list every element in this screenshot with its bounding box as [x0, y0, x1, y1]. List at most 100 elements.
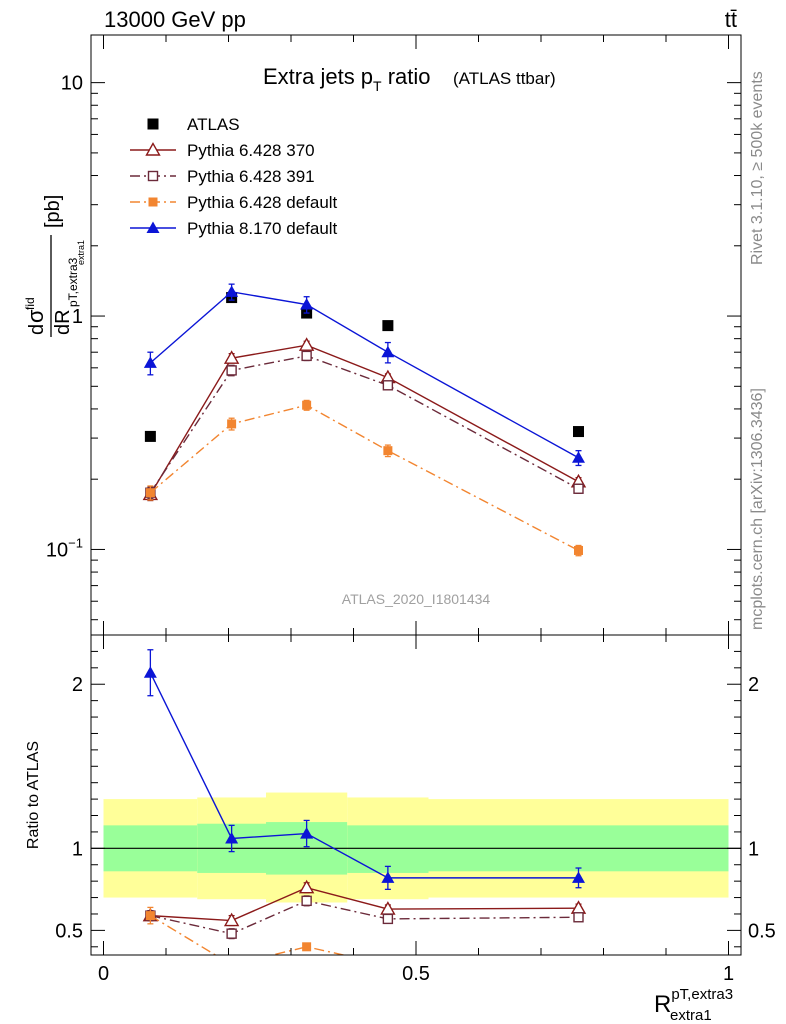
legend-marker: [145, 142, 161, 156]
data-point: [382, 320, 394, 332]
data-point: [223, 912, 240, 927]
main-title-subscript: T: [373, 78, 382, 94]
data-point: [302, 400, 312, 410]
series-line-pythia-6-428-391: [149, 355, 579, 494]
data-point: [574, 957, 583, 966]
series-pythia-6-428-391: [145, 895, 584, 940]
data-point: [225, 285, 239, 297]
y-tick-label-right: 2: [748, 674, 759, 696]
series-pythia-6-428-391: [145, 350, 584, 500]
series-pythia-6-428-370: [142, 337, 587, 502]
data-point: [143, 666, 157, 678]
ratio-y-axis-label: Ratio to ATLAS: [25, 741, 42, 849]
data-point: [383, 446, 393, 456]
data-point: [144, 430, 156, 442]
series-pythia-8-170-default: [143, 649, 585, 891]
legend-marker: [147, 170, 159, 182]
svg-text:pT,extra3: pT,extra3: [66, 257, 80, 307]
series-line-pythia-8-170-default: [149, 291, 579, 459]
uncertainty-band-green: [347, 825, 429, 873]
data-point: [225, 831, 239, 844]
main-panel: 10−1 1 10 Extra jets pT ratio (ATLAS ttbar…: [23, 34, 742, 636]
main-title-rest: ratio: [382, 64, 431, 89]
data-point: [298, 337, 315, 351]
x-tick-label: 1: [723, 963, 734, 985]
legend-marker: [148, 197, 158, 207]
y-tick-label: 2: [72, 674, 83, 696]
series-line-pythia-6-428-default: [149, 404, 579, 552]
y-tick-label: 1: [72, 838, 83, 860]
series-line-pythia-6-428-370: [149, 344, 579, 495]
legend-label: Pythia 8.170 default: [187, 219, 338, 238]
header-process-label: tt̄: [725, 7, 737, 32]
legend-entry-pythia-6-428-391: Pythia 6.428 391: [130, 167, 315, 186]
svg-text:extra1: extra1: [76, 240, 86, 265]
data-point: [381, 345, 395, 358]
data-point: [145, 488, 155, 498]
ratio-axes: 0.5 0.5 1 1 2 2 0 0.5 1: [55, 635, 776, 985]
data-point: [226, 928, 237, 939]
data-point: [574, 545, 583, 555]
data-point: [143, 356, 157, 368]
svg-text:d: d: [26, 324, 48, 335]
y-tick-label: 10−1: [46, 535, 83, 561]
legend-label: Pythia 6.428 391: [187, 167, 315, 186]
legend-entry-atlas: ATLAS: [147, 115, 240, 134]
data-point: [573, 912, 584, 923]
ratio-x-axis-sub: extra1: [670, 1007, 712, 1024]
data-point: [573, 483, 584, 494]
ratio-plot-area: [91, 649, 741, 969]
data-point: [300, 827, 314, 839]
legend-entry-pythia-6-428-default: Pythia 6.428 default: [130, 193, 338, 212]
y-tick-label-right: 0.5: [748, 920, 776, 942]
data-point: [227, 419, 237, 429]
analysis-watermark: ATLAS_2020_I1801434: [342, 591, 491, 607]
data-point: [381, 871, 395, 883]
data-point: [572, 451, 585, 463]
legend-entry-pythia-6-428-370: Pythia 6.428 370: [130, 141, 315, 160]
rivet-version-label: Rivet 3.1.10, ≥ 500k events: [749, 71, 766, 265]
series-pythia-6-428-default: [145, 906, 583, 969]
header-energy-label: 13000 GeV pp: [104, 7, 246, 32]
data-point: [382, 913, 394, 925]
ratio-panel-frame: [90, 634, 742, 956]
data-point: [570, 900, 587, 914]
data-point: [298, 879, 315, 894]
legend-marker: [147, 118, 159, 130]
main-title-note: (ATLAS ttbar): [453, 69, 556, 88]
main-title: Extra jets pT ratio: [263, 64, 431, 94]
main-axes: 10−1 1 10: [46, 35, 741, 635]
data-point: [145, 911, 155, 921]
svg-text:fid: fid: [23, 297, 37, 310]
data-point: [573, 426, 584, 438]
svg-text:dR: dR: [52, 309, 74, 335]
legend-entry-pythia-8-170-default: Pythia 8.170 default: [130, 219, 338, 238]
series-pythia-8-170-default: [143, 283, 585, 467]
main-y-axis-unit: [pb]: [42, 195, 64, 228]
data-point: [226, 365, 237, 376]
series-pythia-6-428-default: [145, 399, 583, 557]
legend: ATLAS Pythia 6.428 370 Pythia 6.428 391 Pyt…: [130, 115, 338, 238]
y-tick-label: 1: [72, 306, 83, 328]
data-point: [572, 871, 585, 883]
series-atlas: [144, 292, 584, 442]
mcplots-credit-label: mcplots.cern.ch [arXiv:1306.3436]: [749, 388, 766, 630]
ratio-x-axis-label: RpT,extra3: [654, 986, 733, 1018]
main-y-axis-label: d dR σ fid pT,extra3 extra1 [pb]: [23, 195, 86, 337]
legend-label: Pythia 6.428 370: [187, 141, 315, 160]
y-tick-label: 0.5: [55, 920, 83, 942]
y-tick-label-right: 1: [748, 838, 759, 860]
legend-label: Pythia 6.428 default: [187, 193, 338, 212]
data-point: [301, 350, 312, 362]
legend-label: ATLAS: [187, 115, 240, 134]
data-point: [383, 960, 392, 969]
ratio-x-axis-sup: pT,extra3: [671, 986, 733, 1003]
y-tick-label: 10: [61, 73, 83, 95]
ratio-panel: 0.5 0.5 1 1 2 2 0 0.5 1 Ratio to ATLAS RpT,extra…: [25, 634, 776, 1024]
data-point: [223, 350, 240, 364]
x-tick-label: 0: [98, 963, 109, 985]
legend-marker: [146, 221, 160, 233]
data-point: [302, 942, 312, 952]
data-point: [300, 298, 314, 310]
